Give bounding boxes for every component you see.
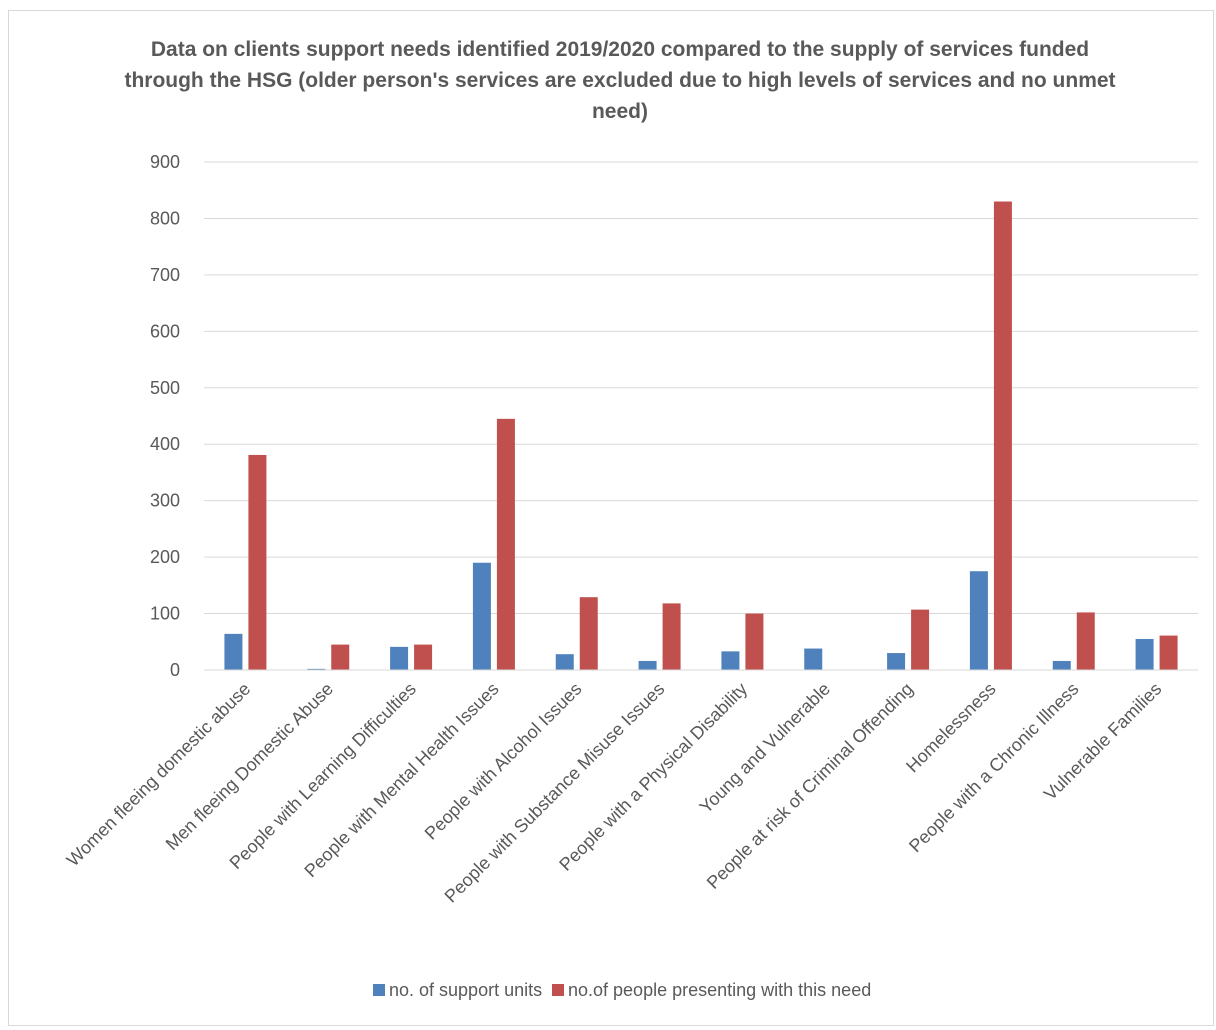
y-tick-label: 100 [150, 604, 180, 624]
legend-swatch-people-presenting [552, 984, 564, 996]
x-tick-label: People with a Chronic Illness [905, 679, 1083, 857]
bar-no-of-support-units-people-with-alcohol-issues [555, 654, 574, 670]
y-tick-label: 200 [150, 547, 180, 567]
bar-no-of-people-presenting-with-this-need-vulnerable-families [1159, 635, 1178, 670]
bar-no-of-people-presenting-with-this-need-people-with-alcohol-issues [579, 597, 598, 670]
legend-label-support-units: no. of support units [389, 979, 543, 1000]
bar-no-of-support-units-people-with-mental-health-issues [472, 562, 491, 670]
y-tick-label: 600 [150, 321, 180, 341]
bar-no-of-support-units-women-fleeing-domestic-abuse [224, 633, 243, 670]
y-tick-label: 0 [170, 660, 180, 680]
bar-no-of-support-units-people-with-a-chronic-illness [1052, 660, 1071, 670]
legend-item-people-presenting: no.of people presenting with this need [552, 978, 871, 1002]
bar-no-of-support-units-young-and-vulnerable [804, 648, 823, 670]
bar-no-of-people-presenting-with-this-need-people-with-a-chronic-illness [1076, 612, 1095, 670]
y-tick-label: 500 [150, 378, 180, 398]
bar-no-of-people-presenting-with-this-need-men-fleeing-domestic-abuse [331, 644, 350, 670]
bar-no-of-people-presenting-with-this-need-people-with-substance-misuse-issues [662, 603, 681, 670]
bar-no-of-people-presenting-with-this-need-women-fleeing-domestic-abuse [248, 454, 267, 670]
bar-no-of-support-units-people-with-learning-difficulties [390, 646, 409, 670]
bar-no-of-support-units-people-at-risk-of-criminal-offending [887, 653, 906, 670]
y-tick-label: 900 [150, 152, 180, 172]
bar-no-of-people-presenting-with-this-need-people-with-a-physical-disability [745, 613, 764, 670]
bar-no-of-people-presenting-with-this-need-homelessness [993, 201, 1012, 670]
x-tick-label: Men fleeing Domestic Abuse [162, 679, 337, 854]
x-tick-label: Women fleeing domestic abuse [63, 679, 254, 870]
bar-no-of-support-units-homelessness [969, 571, 988, 670]
y-tick-label: 300 [150, 491, 180, 511]
bar-no-of-support-units-people-with-a-physical-disability [721, 651, 740, 670]
y-tick-label: 700 [150, 265, 180, 285]
bar-no-of-support-units-vulnerable-families [1135, 638, 1154, 670]
legend-item-support-units: no. of support units [373, 978, 542, 1002]
bar-no-of-people-presenting-with-this-need-people-at-risk-of-criminal-offending [911, 609, 930, 670]
bar-no-of-support-units-people-with-substance-misuse-issues [638, 660, 657, 670]
chart-title: Data on clients support needs identified… [124, 38, 1116, 123]
legend-label-people-presenting: no.of people presenting with this need [568, 979, 872, 1000]
y-tick-label: 800 [150, 208, 180, 228]
y-tick-label: 400 [150, 434, 180, 454]
bar-no-of-people-presenting-with-this-need-people-with-mental-health-issues [496, 418, 515, 670]
x-tick-label: People with Alcohol Issues [421, 679, 586, 844]
chart-frame [8, 10, 1214, 1026]
legend-swatch-support-units [373, 984, 385, 996]
bar-no-of-support-units-men-fleeing-domestic-abuse [307, 668, 326, 670]
bar-no-of-people-presenting-with-this-need-people-with-learning-difficulties [414, 644, 433, 670]
